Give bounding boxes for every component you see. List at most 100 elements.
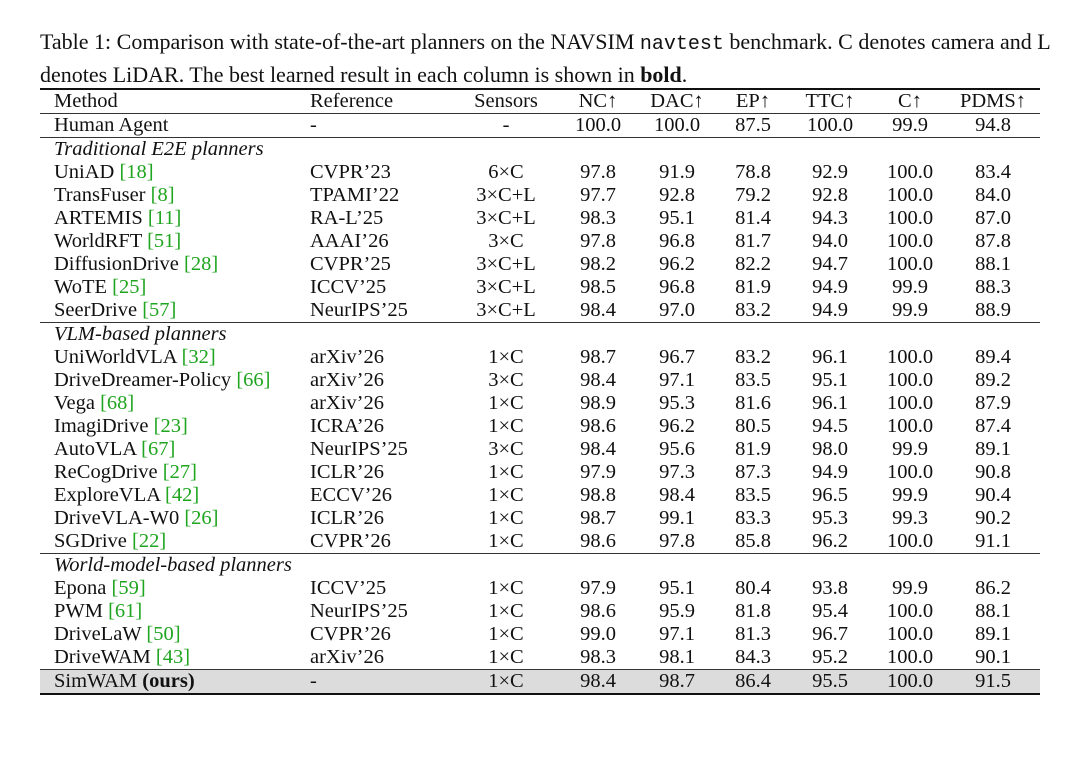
row-nc: 98.5 [580, 276, 616, 298]
row-ep: 79.2 [735, 184, 771, 206]
row-reference: CVPR’23 [310, 161, 391, 183]
row-dac: 95.9 [659, 600, 695, 622]
row-dac: 99.1 [659, 507, 695, 529]
row-c: 100.0 [886, 392, 934, 414]
table-row: DiffusionDrive [28] CVPR’25 3×C+L 98.2 96.2 8… [40, 253, 1040, 276]
citation-link[interactable]: [28] [184, 253, 219, 275]
row-nc: 98.3 [580, 646, 616, 668]
table-row: AutoVLA [67] NeurIPS’25 3×C 98.4 95.6 81.9 98.… [40, 438, 1040, 461]
row-ttc: 95.4 [812, 600, 848, 622]
row-ttc: 96.1 [812, 392, 848, 414]
row-sensors: 1×C [488, 600, 524, 622]
method-name: UniAD [54, 161, 115, 183]
row-c: 100.0 [886, 646, 934, 668]
row-pdms: 91.1 [975, 530, 1011, 552]
row-ep: 83.3 [735, 507, 771, 529]
row-ttc: 100.0 [786, 113, 874, 138]
row-sensors: 6×C [488, 161, 524, 183]
row-reference: - [310, 113, 450, 138]
citation-link[interactable]: [43] [155, 646, 191, 668]
row-reference: arXiv’26 [310, 392, 385, 414]
row-ttc: 93.8 [812, 577, 848, 599]
col-header-ep: EP↑ [720, 88, 786, 114]
citation-link[interactable]: [8] [150, 184, 175, 206]
row-ttc: 94.9 [812, 299, 848, 321]
row-dac: 96.7 [659, 346, 695, 368]
row-method: TransFuser [8] [40, 184, 310, 207]
method-name: DriveDreamer-Policy [54, 369, 232, 391]
row-pdms: 90.1 [975, 646, 1011, 668]
row-ttc: 94.7 [812, 253, 848, 275]
row-ttc: 95.5 [786, 669, 874, 695]
table-row: TransFuser [8] TPAMI’22 3×C+L 97.7 92.8 79.2 9… [40, 184, 1040, 207]
citation-link[interactable]: [59] [111, 577, 146, 599]
row-reference: NeurIPS’25 [310, 600, 408, 622]
citation-link[interactable]: [22] [132, 530, 167, 552]
row-nc: 98.2 [580, 253, 616, 275]
citation-link[interactable]: [26] [184, 507, 219, 529]
table-row-ours: SimWAM (ours) -1×C 98.4 98.7 86.4 95.5 100.0 91… [40, 669, 1040, 695]
row-ep: 80.5 [735, 415, 771, 437]
row-ep: 81.9 [735, 438, 771, 460]
table-row: DriveWAM [43] arXiv’26 1×C 98.3 98.1 84.3 95.2… [40, 646, 1040, 670]
row-method: UniWorldVLA [32] [40, 346, 310, 369]
row-sensors: 1×C [488, 623, 524, 645]
row-nc: 98.7 [580, 507, 616, 529]
row-c: 100.0 [886, 369, 934, 391]
row-nc: 98.4 [580, 369, 616, 391]
row-ttc: 92.8 [812, 184, 848, 206]
method-name: DriveVLA-W0 [54, 507, 180, 529]
row-ttc: 96.7 [812, 623, 848, 645]
row-pdms: 89.2 [975, 369, 1011, 391]
ours-suffix: (ours) [142, 670, 195, 692]
row-pdms: 87.0 [975, 207, 1011, 229]
citation-link[interactable]: [51] [147, 230, 182, 252]
method-name: AutoVLA [54, 438, 136, 460]
citation-link[interactable]: [27] [162, 461, 197, 483]
citation-link[interactable]: [57] [142, 299, 177, 321]
method-name: Epona [54, 577, 107, 599]
table-row: DriveLaW [50] CVPR’26 1×C 99.0 97.1 81.3 96.7 1… [40, 623, 1040, 646]
row-sensors: 1×C [488, 484, 524, 506]
row-method: DriveWAM [43] [40, 646, 310, 670]
row-sensors: 1×C [488, 507, 524, 529]
citation-link[interactable]: [23] [153, 415, 188, 437]
row-method: AutoVLA [67] [40, 438, 310, 461]
citation-link[interactable]: [25] [112, 276, 147, 298]
row-ttc: 94.5 [812, 415, 848, 437]
row-reference: NeurIPS’25 [310, 438, 408, 460]
row-reference: RA-L’25 [310, 207, 384, 229]
row-dac: 96.8 [659, 276, 695, 298]
citation-link[interactable]: [50] [146, 623, 181, 645]
row-pdms: 94.8 [946, 113, 1040, 138]
table-row: ReCogDrive [27] ICLR’26 1×C 97.9 97.3 87.3 94.… [40, 461, 1040, 484]
section-title: World-model-based planners [40, 553, 1040, 577]
table-row: WoTE [25] ICCV’25 3×C+L 98.5 96.8 81.9 94.9 99.… [40, 276, 1040, 299]
citation-link[interactable]: [11] [147, 207, 182, 229]
citation-link[interactable]: [18] [119, 161, 154, 183]
row-sensors: 1×C [488, 646, 524, 668]
citation-link[interactable]: [67] [141, 438, 176, 460]
method-name: SeerDrive [54, 299, 138, 321]
col-header-sensors: Sensors [450, 88, 562, 114]
citation-link[interactable]: [32] [181, 346, 216, 368]
row-sensors: 3×C+L [476, 184, 536, 206]
row-ep: 81.7 [735, 230, 771, 252]
row-pdms: 84.0 [975, 184, 1011, 206]
row-sensors: 1×C [488, 415, 524, 437]
citation-link[interactable]: [42] [165, 484, 200, 506]
row-pdms: 87.9 [975, 392, 1011, 414]
method-name: WorldRFT [54, 230, 142, 252]
row-ttc: 96.1 [812, 346, 848, 368]
row-sensors: 1×C [488, 530, 524, 552]
citation-link[interactable]: [61] [108, 600, 143, 622]
row-c: 100.0 [886, 600, 934, 622]
col-header-dac: DAC↑ [634, 88, 720, 114]
row-c: 100.0 [886, 161, 934, 183]
row-nc: 98.6 [580, 600, 616, 622]
row-reference: ICCV’25 [310, 276, 387, 298]
row-nc: 97.8 [580, 230, 616, 252]
citation-link[interactable]: [66] [236, 369, 271, 391]
row-nc: 98.6 [580, 415, 616, 437]
citation-link[interactable]: [68] [100, 392, 135, 414]
